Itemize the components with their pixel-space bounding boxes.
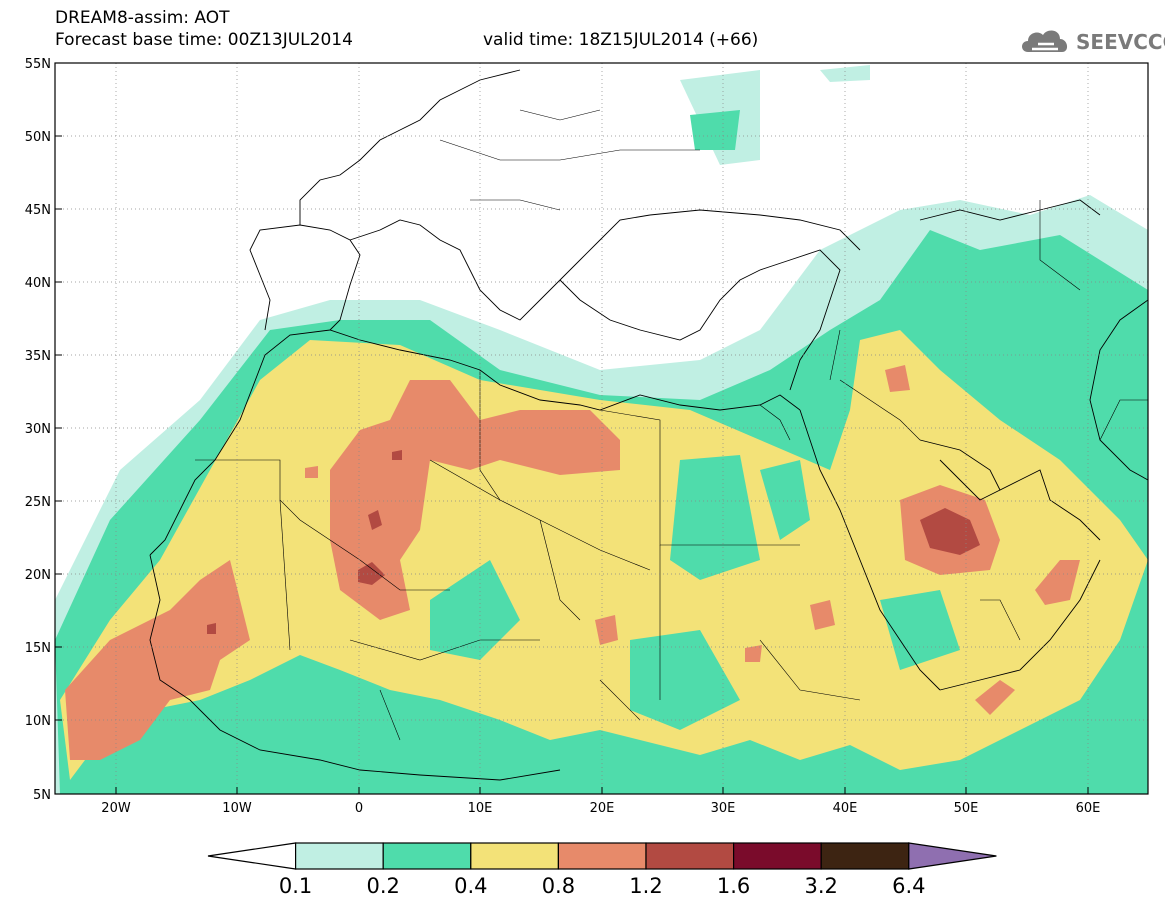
colorbar-label: 0.2 bbox=[366, 874, 399, 898]
colorbar-swatch bbox=[295, 842, 384, 870]
aot-band-salmon bbox=[330, 380, 620, 620]
lat-label: 50N bbox=[25, 130, 51, 145]
seevccc-logo: SEEVCCC bbox=[1018, 24, 1165, 58]
country-borders bbox=[195, 109, 1148, 741]
longitude-labels: 20W 10W 0 10E 20E 30E 40E 50E 60E bbox=[101, 801, 1100, 816]
colorbar-label: 1.2 bbox=[629, 874, 662, 898]
colorbar-label: 1.6 bbox=[717, 874, 750, 898]
lon-label: 50E bbox=[954, 801, 979, 816]
lat-label: 25N bbox=[25, 495, 51, 510]
aot-band-dark bbox=[920, 508, 980, 555]
colorbar-label: 0.4 bbox=[454, 874, 487, 898]
latitude-labels: 55N 50N 45N 40N 35N 30N 25N 20N 15N 10N … bbox=[25, 57, 51, 803]
colorbar: 0.1 0.2 0.4 0.8 1.2 1.6 3.2 6.4 bbox=[207, 842, 997, 898]
lat-label: 40N bbox=[25, 276, 51, 291]
ticks bbox=[55, 62, 1089, 795]
aot-field bbox=[55, 63, 1148, 794]
lat-label: 15N bbox=[25, 641, 51, 656]
colorbar-high-arrow bbox=[908, 842, 997, 870]
lon-label: 10W bbox=[222, 801, 252, 816]
lat-label: 10N bbox=[25, 714, 51, 729]
colorbar-label: 3.2 bbox=[804, 874, 837, 898]
lat-label: 5N bbox=[33, 788, 51, 803]
lat-label: 35N bbox=[25, 349, 51, 364]
lat-label: 20N bbox=[25, 568, 51, 583]
cloud-icon bbox=[1022, 30, 1068, 52]
colorbar-low-arrow bbox=[207, 842, 297, 870]
lon-label: 40E bbox=[833, 801, 858, 816]
colorbar-swatch bbox=[557, 842, 647, 870]
map-title: DREAM8-assim: AOT bbox=[55, 8, 230, 28]
colorbar-swatch bbox=[645, 842, 735, 870]
logo-text: SEEVCCC bbox=[1076, 30, 1165, 54]
colorbar-swatch bbox=[732, 842, 822, 870]
colorbar-swatch bbox=[820, 842, 910, 870]
lat-label: 30N bbox=[25, 422, 51, 437]
lon-label: 30E bbox=[711, 801, 736, 816]
lon-label: 20E bbox=[590, 801, 615, 816]
forecast-base-time: Forecast base time: 00Z13JUL2014 bbox=[55, 30, 353, 50]
colorbar-swatch bbox=[382, 842, 472, 870]
lat-label: 55N bbox=[25, 57, 51, 72]
lat-label: 45N bbox=[25, 203, 51, 218]
colorbar-label: 0.8 bbox=[542, 874, 575, 898]
lon-label: 60E bbox=[1076, 801, 1101, 816]
coastlines bbox=[149, 69, 1148, 781]
colorbar-label: 0.1 bbox=[279, 874, 312, 898]
lon-label: 20W bbox=[101, 801, 131, 816]
colorbar-label: 6.4 bbox=[892, 874, 925, 898]
valid-time: valid time: 18Z15JUL2014 (+66) bbox=[483, 30, 759, 50]
aot-band-yellow bbox=[60, 330, 1148, 780]
lon-label: 10E bbox=[468, 801, 493, 816]
lon-label: 0 bbox=[355, 801, 363, 816]
colorbar-swatch bbox=[470, 842, 559, 870]
